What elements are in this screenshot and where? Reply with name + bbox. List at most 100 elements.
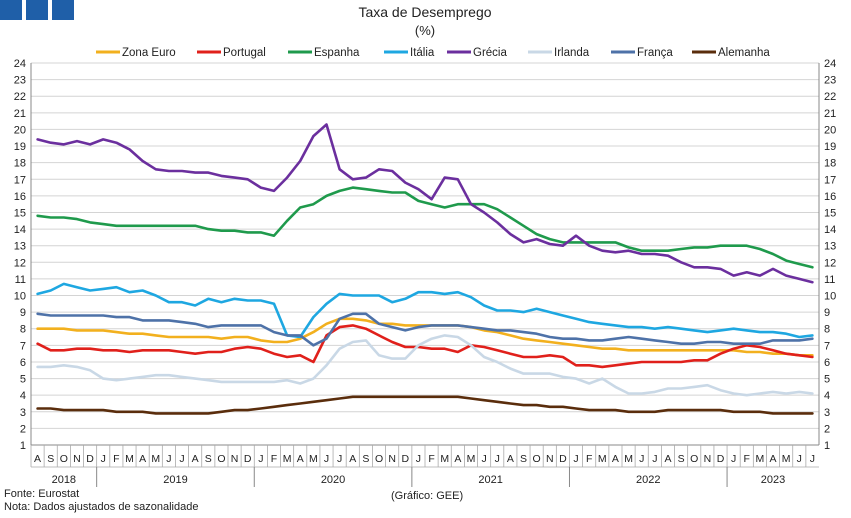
x-tick-month: A	[34, 453, 41, 465]
x-tick-month: J	[573, 453, 578, 465]
x-tick-month: M	[151, 453, 160, 465]
y-tick-left-13: 13	[14, 241, 26, 253]
x-tick-month: S	[678, 453, 685, 465]
series-line-3	[36, 282, 814, 339]
x-tick-month: J	[639, 453, 644, 465]
year-label-2019: 2019	[163, 474, 187, 486]
y-tick-left-3: 3	[20, 407, 26, 419]
y-tick-right-12: 12	[824, 257, 836, 269]
x-tick-month: A	[349, 453, 356, 465]
y-tick-right-22: 22	[824, 91, 836, 103]
y-tick-left-7: 7	[20, 340, 26, 352]
y-tick-left-20: 20	[14, 124, 26, 136]
x-tick-month: M	[782, 453, 791, 465]
x-tick-month: N	[231, 453, 239, 465]
x-tick-month: S	[520, 453, 527, 465]
year-label-2018: 2018	[52, 474, 76, 486]
x-tick-month: J	[166, 453, 171, 465]
y-tick-right-5: 5	[824, 374, 830, 386]
series-line-4	[36, 123, 814, 284]
y-tick-left-1: 1	[20, 440, 26, 452]
y-tick-right-8: 8	[824, 324, 830, 336]
legend-label-6: França	[637, 47, 673, 59]
y-tick-right-2: 2	[824, 423, 830, 435]
y-tick-left-22: 22	[14, 91, 26, 103]
y-tick-left-12: 12	[14, 257, 26, 269]
y-tick-left-9: 9	[20, 307, 26, 319]
adjustment-note: Nota: Dados ajustados de sazonalidade	[4, 501, 199, 513]
x-tick-month: F	[113, 453, 119, 465]
x-tick-month: D	[86, 453, 94, 465]
y-tick-right-18: 18	[824, 158, 836, 170]
series-line-2	[36, 186, 814, 269]
y-tick-right-14: 14	[824, 224, 836, 236]
year-label-2022: 2022	[636, 474, 660, 486]
y-tick-left-8: 8	[20, 324, 26, 336]
x-tick-month: O	[690, 453, 698, 465]
y-tick-right-24: 24	[824, 58, 836, 70]
legend-label-0: Zona Euro	[122, 47, 176, 59]
x-tick-month: J	[324, 453, 329, 465]
y-tick-right-17: 17	[824, 174, 836, 186]
x-tick-month: A	[139, 453, 146, 465]
chart-title: Taxa de Desemprego	[358, 4, 491, 20]
x-tick-month: A	[612, 453, 619, 465]
y-tick-right-3: 3	[824, 407, 830, 419]
x-tick-month: J	[416, 453, 421, 465]
chart-grid	[30, 62, 820, 446]
x-tick-month: O	[217, 453, 225, 465]
y-tick-left-14: 14	[14, 224, 26, 236]
y-tick-left-10: 10	[14, 291, 26, 303]
x-tick-month: J	[337, 453, 342, 465]
series-line-1	[36, 324, 814, 369]
x-tick-month: M	[440, 453, 449, 465]
y-tick-right-20: 20	[824, 124, 836, 136]
x-tick-month: O	[533, 453, 541, 465]
y-tick-left-21: 21	[14, 108, 26, 120]
legend-label-4: Grécia	[473, 47, 507, 59]
x-tick-month: A	[192, 453, 199, 465]
x-tick-month: J	[652, 453, 657, 465]
x-tick-month: M	[125, 453, 134, 465]
y-tick-right-1: 1	[824, 440, 830, 452]
brand-square-2	[26, 0, 48, 20]
x-tick-month: D	[244, 453, 252, 465]
x-tick-month: S	[47, 453, 54, 465]
x-tick-month: A	[770, 453, 777, 465]
x-tick-month: D	[402, 453, 410, 465]
x-tick-month: S	[362, 453, 369, 465]
x-tick-month: N	[546, 453, 554, 465]
x-tick-month: J	[810, 453, 815, 465]
legend-label-7: Alemanha	[718, 47, 770, 59]
x-tick-month: M	[624, 453, 633, 465]
x-tick-month: D	[717, 453, 725, 465]
x-tick-month: A	[297, 453, 304, 465]
y-tick-right-23: 23	[824, 75, 836, 87]
year-label-2021: 2021	[478, 474, 502, 486]
y-tick-right-19: 19	[824, 141, 836, 153]
x-tick-month: F	[586, 453, 592, 465]
x-tick-month: J	[481, 453, 486, 465]
y-tick-right-7: 7	[824, 340, 830, 352]
y-tick-left-18: 18	[14, 158, 26, 170]
y-tick-left-24: 24	[14, 58, 26, 70]
chart-legend: Zona Euro Portugal Espanha Itália Grécia Irla…	[96, 47, 770, 59]
x-tick-month: D	[559, 453, 567, 465]
x-tick-month: F	[744, 453, 750, 465]
x-tick-month: J	[179, 453, 184, 465]
y-tick-left-4: 4	[20, 390, 26, 402]
x-tick-month: J	[731, 453, 736, 465]
y-tick-right-16: 16	[824, 191, 836, 203]
year-label-2023: 2023	[761, 474, 785, 486]
series-line-7	[36, 395, 814, 415]
year-label-2020: 2020	[321, 474, 345, 486]
x-tick-month: N	[388, 453, 396, 465]
y-tick-left-11: 11	[15, 274, 26, 286]
legend-label-3: Itália	[410, 47, 435, 59]
x-tick-month: J	[101, 453, 106, 465]
y-tick-left-2: 2	[20, 423, 26, 435]
